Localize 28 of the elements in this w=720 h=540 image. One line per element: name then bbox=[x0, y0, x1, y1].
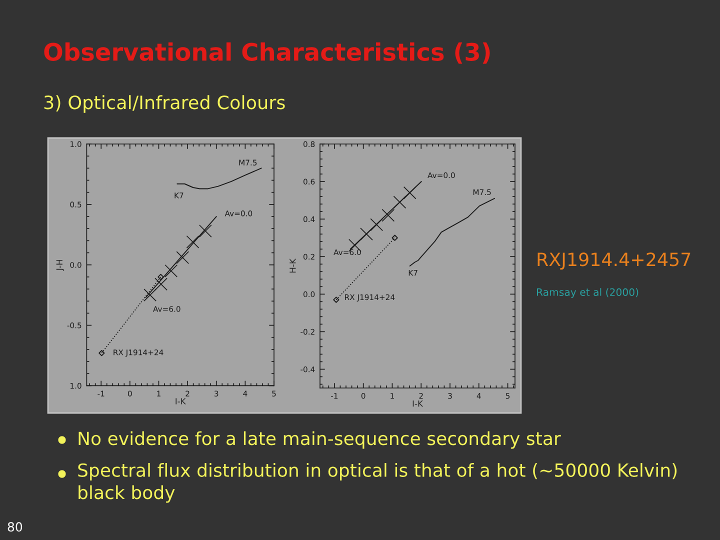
point bbox=[186, 235, 200, 248]
text: No evidence for a late main-sequence secondary star bbox=[78, 431, 561, 449]
line-series bbox=[409, 198, 495, 266]
x-axis-title: I-K bbox=[412, 400, 424, 407]
point bbox=[382, 208, 395, 222]
text: RXJ1914.4+2457 bbox=[538, 252, 690, 270]
x-axis-title: I-K bbox=[176, 398, 186, 404]
point bbox=[158, 274, 164, 280]
y-axis-title: H-K bbox=[290, 258, 296, 273]
chart-title: Observational Characteristics (3) bbox=[44, 42, 490, 64]
y-axis-title: J-H bbox=[56, 260, 64, 271]
text: 80 bbox=[8, 522, 22, 532]
point bbox=[144, 288, 157, 302]
chart-subtitle: 3) Optical/Infrared Colours bbox=[44, 95, 285, 113]
point bbox=[393, 196, 406, 209]
point bbox=[164, 264, 178, 278]
point bbox=[360, 228, 373, 241]
text: Spectral flux distribution in optical is that of a hot (~50000 Kelvin) black body bbox=[78, 463, 677, 503]
line-series bbox=[176, 168, 262, 190]
point bbox=[370, 218, 384, 232]
point bbox=[392, 234, 398, 241]
point bbox=[198, 224, 212, 238]
point bbox=[403, 186, 416, 200]
point bbox=[98, 350, 105, 356]
point bbox=[333, 296, 340, 303]
point bbox=[154, 278, 168, 291]
text: Ramsay et al (2000) bbox=[536, 288, 638, 298]
point bbox=[176, 251, 190, 264]
